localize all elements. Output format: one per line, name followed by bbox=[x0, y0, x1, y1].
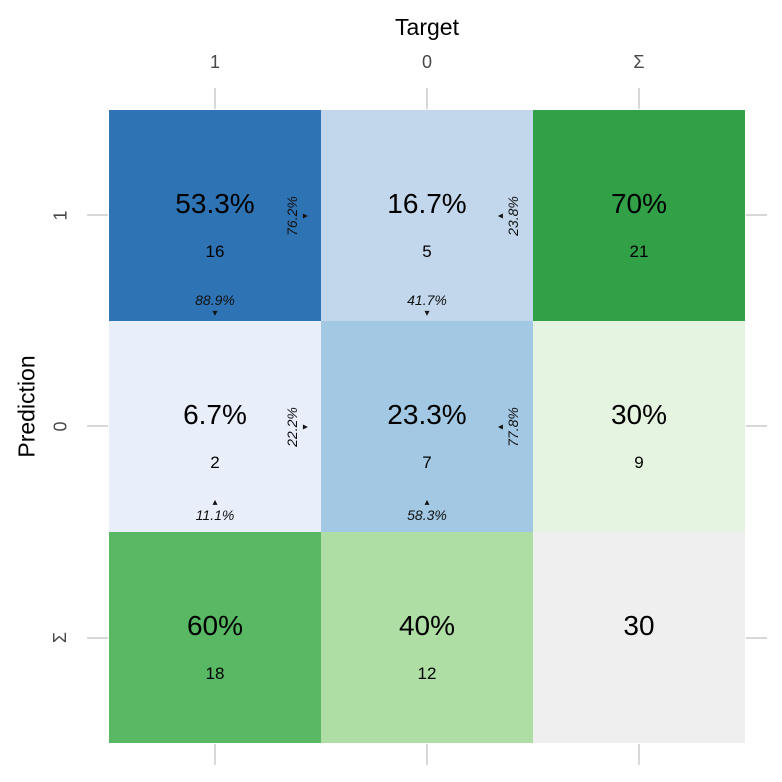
arrow-down-icon: ▾ bbox=[424, 308, 430, 319]
column-percent: ▴ 58.3% bbox=[321, 498, 533, 524]
tick-mark bbox=[87, 637, 108, 639]
tick-mark bbox=[214, 88, 216, 109]
column-percent-value: 11.1% bbox=[195, 507, 235, 523]
cell-percent: 40% bbox=[398, 609, 456, 641]
cell-percent: 23.3% bbox=[387, 398, 467, 430]
cell-percent: 53.3% bbox=[175, 187, 255, 219]
column-percent-value: 88.9% bbox=[195, 292, 235, 308]
arrow-up-icon: ▴ bbox=[212, 497, 218, 508]
row-percent: 76.2% ▾ bbox=[284, 195, 312, 236]
cell-count: 21 bbox=[629, 241, 649, 261]
tick-mark bbox=[638, 744, 640, 765]
row-percent: ▴ 77.8% bbox=[495, 406, 522, 447]
x-tick-label-sum: Σ bbox=[633, 52, 645, 72]
tick-mark bbox=[426, 88, 428, 109]
row-percent-value: 23.8% bbox=[505, 195, 522, 236]
y-tick-label-sum: Σ bbox=[50, 631, 71, 644]
cell-count: 12 bbox=[417, 663, 437, 683]
column-percent-value: 58.3% bbox=[407, 507, 447, 523]
row-percent: ▴ 23.8% bbox=[495, 195, 522, 236]
cell-pred0-target1: 6.7% 2 22.2% ▾ ▴ 11.1% bbox=[109, 321, 321, 532]
x-axis-title: Target bbox=[395, 14, 459, 40]
arrow-left-icon: ▴ bbox=[495, 423, 507, 430]
column-percent-value: 41.7% bbox=[407, 292, 447, 308]
y-tick-label-0-wrap: 0 bbox=[46, 321, 76, 532]
column-percent: 41.7% ▾ bbox=[321, 292, 533, 319]
arrow-right-icon: ▾ bbox=[300, 212, 312, 219]
x-tick-label-1: 1 bbox=[209, 52, 220, 72]
cell-pred1-target0: 16.7% 5 ▴ 23.8% 41.7% ▾ bbox=[321, 110, 533, 321]
cell-sum-sum: 30 bbox=[533, 532, 745, 743]
row-percent-value: 77.8% bbox=[505, 406, 522, 447]
confusion-matrix-grid: 53.3% 16 76.2% ▾ 88.9% ▾ 16.7% 5 ▴ 23.8%… bbox=[109, 110, 745, 743]
tick-mark bbox=[214, 744, 216, 765]
arrow-left-icon: ▴ bbox=[495, 212, 507, 219]
tick-mark bbox=[638, 88, 640, 109]
cell-pred1-sum: 70% 21 bbox=[533, 110, 745, 321]
cell-count: 7 bbox=[422, 452, 432, 472]
cell-pred0-target0: 23.3% 7 ▴ 77.8% ▴ 58.3% bbox=[321, 321, 533, 532]
cell-percent: 30% bbox=[610, 398, 668, 430]
y-axis-title: Prediction bbox=[13, 354, 40, 458]
cell-count: 16 bbox=[205, 241, 225, 261]
cell-count: 9 bbox=[634, 452, 644, 472]
cell-percent: 60% bbox=[186, 609, 244, 641]
cell-percent: 16.7% bbox=[387, 187, 467, 219]
arrow-down-icon: ▾ bbox=[212, 308, 218, 319]
cell-percent: 6.7% bbox=[183, 398, 247, 430]
y-tick-label-1: 1 bbox=[50, 210, 71, 221]
arrow-up-icon: ▴ bbox=[424, 497, 430, 508]
tick-mark bbox=[87, 214, 108, 216]
row-percent-value: 76.2% bbox=[284, 195, 301, 236]
y-tick-label-sum-wrap: Σ bbox=[46, 532, 76, 743]
cell-count: 5 bbox=[422, 241, 432, 261]
arrow-right-icon: ▾ bbox=[300, 423, 312, 430]
column-percent: 88.9% ▾ bbox=[109, 292, 321, 319]
tick-mark bbox=[746, 214, 767, 216]
cell-sum-target1: 60% 18 bbox=[109, 532, 321, 743]
row-percent: 22.2% ▾ bbox=[284, 406, 312, 447]
cell-total-count: 30 bbox=[623, 609, 655, 641]
cell-count: 2 bbox=[210, 452, 220, 472]
x-tick-label-0: 0 bbox=[421, 52, 432, 72]
y-tick-label-1-wrap: 1 bbox=[46, 110, 76, 321]
cell-sum-target0: 40% 12 bbox=[321, 532, 533, 743]
column-percent: ▴ 11.1% bbox=[109, 498, 321, 524]
tick-mark bbox=[746, 425, 767, 427]
y-tick-label-0: 0 bbox=[50, 421, 71, 432]
tick-mark bbox=[87, 425, 108, 427]
cell-pred1-target1: 53.3% 16 76.2% ▾ 88.9% ▾ bbox=[109, 110, 321, 321]
row-percent-value: 22.2% bbox=[284, 406, 301, 447]
cell-count: 18 bbox=[205, 663, 225, 683]
tick-mark bbox=[746, 637, 767, 639]
tick-mark bbox=[426, 744, 428, 765]
cell-pred0-sum: 30% 9 bbox=[533, 321, 745, 532]
cell-percent: 70% bbox=[610, 187, 668, 219]
y-axis-title-wrap: Prediction bbox=[4, 110, 50, 702]
